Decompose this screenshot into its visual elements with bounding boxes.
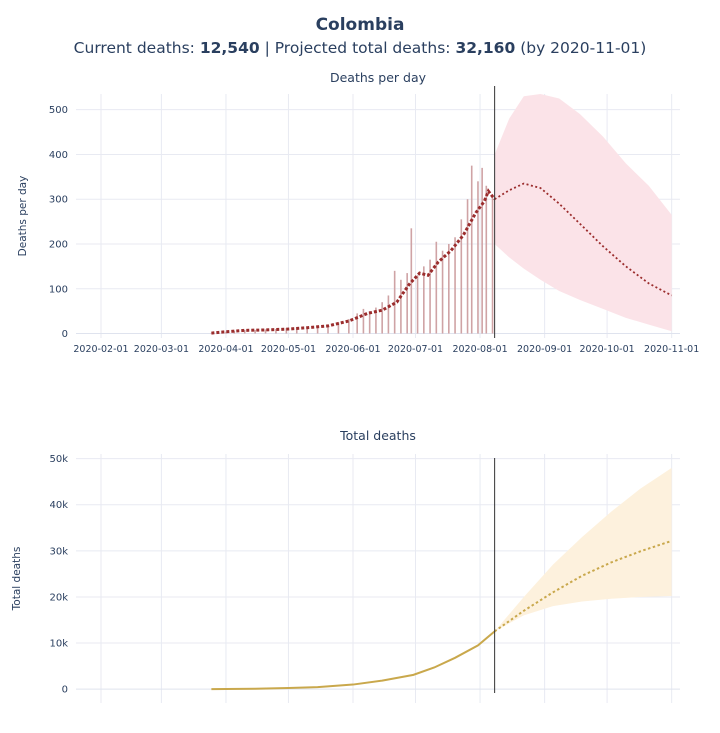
projection-date: (by 2020-11-01) — [515, 39, 647, 57]
y-tick-label: 0 — [62, 685, 68, 696]
daily-death-bar — [435, 241, 438, 334]
y-tick-label: 300 — [49, 195, 68, 206]
current-deaths-label: Current deaths: — [73, 39, 200, 57]
y-tick-label: 40k — [49, 500, 68, 511]
daily-death-bar — [375, 307, 377, 334]
x-tick-label: 2020-11-01 — [644, 344, 699, 355]
daily-death-bar — [327, 325, 329, 334]
daily-death-bar — [460, 219, 463, 334]
x-tick-label: 2020-03-01 — [134, 344, 189, 355]
current-deaths-value: 12,540 — [199, 39, 260, 57]
daily-death-bar — [285, 328, 288, 334]
daily-death-bar — [306, 327, 308, 334]
projection-band — [494, 467, 672, 632]
chart-subtitle: Current deaths: 12,540 | Projected total… — [0, 36, 720, 60]
daily-death-bar — [429, 259, 431, 334]
x-tick-label: 2020-04-01 — [198, 344, 253, 355]
daily-death-bar — [470, 165, 473, 334]
y-tick-label: 400 — [49, 150, 68, 161]
daily-death-bar — [423, 266, 425, 334]
daily-death-bar — [225, 331, 227, 334]
deaths-per-day-chart: Deaths per day Deaths per day 0 100 200 300 40… — [17, 70, 699, 355]
daily-death-bar — [348, 319, 350, 334]
daily-death-bar — [448, 243, 450, 334]
daily-death-bar — [481, 167, 483, 334]
x-tick-label: 2020-09-01 — [517, 344, 572, 355]
y-tick-label: 10k — [49, 639, 68, 650]
daily-death-bar — [393, 270, 396, 334]
daily-death-bar — [491, 194, 494, 334]
daily-death-bar — [243, 329, 246, 334]
daily-death-bar — [295, 327, 298, 334]
daily-death-bar — [400, 279, 402, 334]
x-tick-label: 2020-05-01 — [261, 344, 316, 355]
daily-death-bar — [316, 326, 319, 334]
chart-title: Colombia — [315, 15, 405, 35]
daily-death-bar — [264, 329, 267, 334]
projected-deaths-line — [494, 182, 673, 297]
y-tick-label: 0 — [62, 329, 68, 340]
daily-death-bar — [362, 308, 365, 334]
y-tick-label: 500 — [49, 105, 68, 116]
daily-death-bar — [485, 185, 488, 334]
daily-death-bar — [441, 250, 444, 334]
y-tick-label: 30k — [49, 546, 68, 557]
y-tick-label: 200 — [49, 239, 68, 250]
x-tick-label: 2020-08-01 — [452, 344, 507, 355]
y-tick-label: 100 — [49, 284, 68, 295]
total-deaths-chart: Total deaths Total deaths 0 10k 20k 30k 40k 50k — [11, 428, 680, 703]
daily-death-bar — [275, 329, 277, 334]
daily-death-bar — [381, 302, 383, 334]
projected-deaths-value: 32,160 — [455, 39, 516, 57]
y-tick-label: 20k — [49, 592, 68, 603]
fitted-deaths-line — [211, 188, 496, 335]
daily-death-bar — [356, 313, 358, 334]
x-tick-label: 2020-10-01 — [579, 344, 634, 355]
y-tick-label: 50k — [49, 454, 68, 465]
projection-band — [494, 94, 672, 332]
daily-death-bar — [454, 237, 456, 334]
daily-death-bar — [368, 311, 371, 334]
x-tick-label: 2020-02-01 — [73, 344, 128, 355]
daily-death-bar — [254, 329, 256, 334]
y-axis-label: Total deaths — [11, 547, 23, 612]
daily-death-bar — [406, 273, 408, 334]
panel-title: Total deaths — [339, 428, 416, 443]
daily-death-bar — [477, 181, 479, 334]
x-tick-label: 2020-07-01 — [388, 344, 443, 355]
panel-title: Deaths per day — [330, 70, 427, 85]
daily-death-bar — [466, 199, 469, 334]
projected-total-line — [494, 539, 672, 633]
daily-death-bar — [387, 295, 390, 334]
x-tick-label: 2020-06-01 — [325, 344, 380, 355]
daily-death-bar — [416, 275, 419, 334]
projected-deaths-label: | Projected total deaths: — [259, 39, 456, 57]
y-axis-label: Deaths per day — [17, 176, 29, 257]
chart-header: Colombia Current deaths: 12,540 | Projec… — [0, 14, 720, 60]
total-deaths-line — [211, 630, 496, 691]
daily-death-bar — [337, 322, 340, 334]
